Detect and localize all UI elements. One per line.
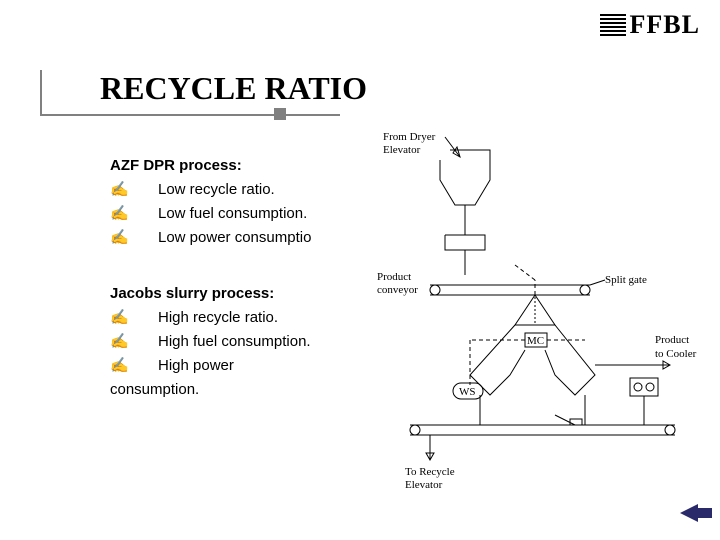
list-item: ✍ Low recycle ratio. <box>110 178 370 202</box>
text-content: AZF DPR process: ✍ Low recycle ratio. ✍ … <box>110 150 370 402</box>
item-text: High fuel consumption. <box>158 330 311 354</box>
label-product-conveyor1: Product <box>377 271 411 283</box>
label-product-conveyor2: conveyor <box>377 284 418 296</box>
label-split-gate: Split gate <box>605 274 647 286</box>
process-diagram: From Dryer Elevator Product conveyor Spl… <box>375 125 705 495</box>
item-text: Low fuel consumption. <box>158 202 307 226</box>
slide-title: RECYCLE RATIO <box>100 70 367 115</box>
logo-text: FFBL <box>630 10 700 40</box>
back-arrow-icon[interactable] <box>680 504 698 522</box>
bullet-icon: ✍ <box>110 178 158 202</box>
label-elevator: Elevator <box>383 144 421 156</box>
label-from-dryer: From Dryer <box>383 131 436 143</box>
title-underline <box>40 114 340 116</box>
title-area: RECYCLE RATIO <box>100 70 367 115</box>
label-elevator2: Elevator <box>405 479 443 491</box>
bullet-icon: ✍ <box>110 202 158 226</box>
jacobs-heading: Jacobs slurry process: <box>110 282 370 306</box>
item-text: Low recycle ratio. <box>158 178 275 202</box>
bullet-icon: ✍ <box>110 306 158 330</box>
title-square-icon <box>274 108 286 120</box>
label-ws: WS <box>459 386 476 398</box>
list-item: ✍ High recycle ratio. <box>110 306 370 330</box>
label-to-cooler: to Cooler <box>655 348 697 360</box>
label-mc: MC <box>527 335 544 347</box>
logo-hatch-icon <box>600 14 626 36</box>
item-text: Low power consumptio <box>158 226 311 250</box>
list-item: ✍ Low fuel consumption. <box>110 202 370 226</box>
jacobs-tail: consumption. <box>110 378 370 402</box>
list-item: ✍ High power <box>110 354 370 378</box>
brand-logo: FFBL <box>600 10 700 40</box>
item-text: High recycle ratio. <box>158 306 278 330</box>
list-item: ✍ High fuel consumption. <box>110 330 370 354</box>
bullet-icon: ✍ <box>110 226 158 250</box>
azf-heading: AZF DPR process: <box>110 154 370 178</box>
label-to-recycle: To Recycle <box>405 466 455 478</box>
bullet-icon: ✍ <box>110 330 158 354</box>
bullet-icon: ✍ <box>110 354 158 378</box>
item-text: High power <box>158 354 234 378</box>
label-product: Product <box>655 334 689 346</box>
list-item: ✍ Low power consumptio <box>110 226 370 250</box>
